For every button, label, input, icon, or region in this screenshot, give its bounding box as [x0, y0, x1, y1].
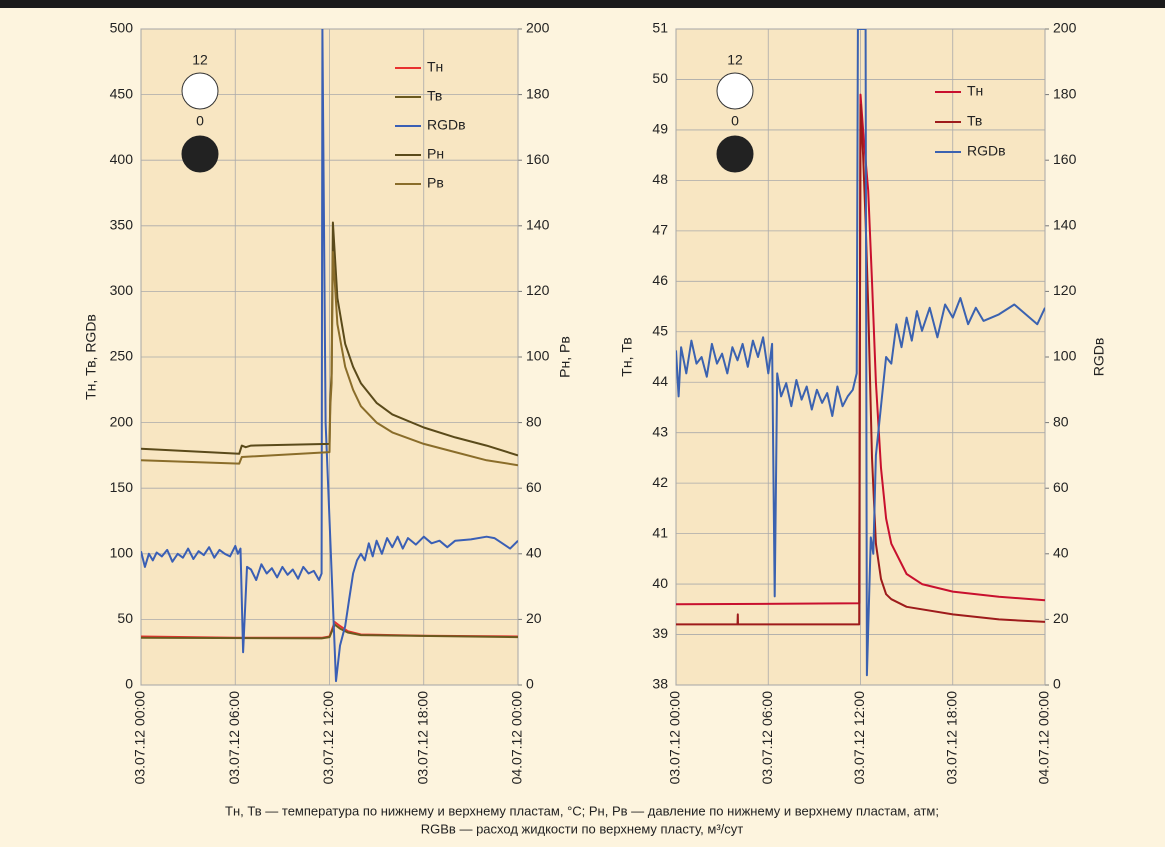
night-marker [181, 135, 219, 173]
y-tick-label: 46 [652, 272, 668, 288]
y2-axis-label: RGDв [1091, 338, 1107, 377]
x-tick-label: 03.07.12 18:00 [414, 691, 430, 785]
series-group [676, 29, 1045, 677]
y-tick-label: 250 [110, 348, 134, 364]
y-tick-label: 100 [110, 545, 134, 561]
legend-label: RGDв [427, 117, 466, 133]
x-tick-label: 03.07.12 12:00 [320, 691, 336, 785]
series-group [141, 29, 518, 683]
legend-label: Тв [427, 88, 442, 104]
y-tick-label: 48 [652, 171, 668, 187]
y2-tick-label: 180 [1053, 85, 1077, 101]
y2-tick-label: 0 [1053, 676, 1061, 692]
legend-label: Тв [967, 113, 982, 129]
legend-label: RGDв [967, 143, 1006, 159]
y2-tick-label: 160 [526, 151, 550, 167]
y2-tick-label: 0 [526, 676, 534, 692]
y-tick-label: 51 [652, 20, 668, 36]
y-tick-label: 49 [652, 121, 668, 137]
series-line [676, 103, 1045, 626]
y-tick-label: 39 [652, 625, 668, 641]
series-line [141, 29, 518, 683]
series-line [141, 623, 518, 640]
y-tick-label: 450 [110, 85, 134, 101]
y2-tick-label: 200 [1053, 20, 1077, 36]
y2-tick-label: 160 [1053, 151, 1077, 167]
y-axis-label: Тн, Тв, RGDв [83, 314, 99, 400]
y2-tick-label: 80 [526, 413, 542, 429]
y-tick-label: 38 [652, 676, 668, 692]
y-axis-label: Тн, Тв [619, 337, 635, 376]
legend-label: Тн [427, 59, 443, 75]
series-line [676, 29, 1045, 677]
legend-label: Рн [427, 146, 444, 162]
y2-tick-label: 140 [1053, 217, 1077, 233]
legend-label: Тн [967, 83, 983, 99]
y-tick-label: 0 [125, 676, 133, 692]
y2-tick-label: 40 [1053, 545, 1069, 561]
y-tick-label: 150 [110, 479, 134, 495]
y2-tick-label: 20 [526, 610, 542, 626]
legend-label: Рв [427, 175, 444, 191]
y2-tick-label: 100 [526, 348, 550, 364]
y-tick-label: 200 [110, 413, 134, 429]
night-marker [716, 135, 754, 173]
y2-tick-label: 140 [526, 217, 550, 233]
y-tick-label: 350 [110, 217, 134, 233]
series-line [141, 221, 518, 457]
x-tick-label: 03.07.12 12:00 [851, 691, 867, 785]
y2-tick-label: 80 [1053, 413, 1069, 429]
x-tick-label: 04.07.12 00:00 [509, 691, 525, 785]
y-tick-label: 50 [652, 70, 668, 86]
day-marker [181, 72, 219, 110]
y2-tick-label: 180 [526, 85, 550, 101]
y2-tick-label: 60 [526, 479, 542, 495]
annotation: 12 [727, 52, 743, 68]
y-tick-label: 41 [652, 524, 668, 540]
y-tick-label: 300 [110, 282, 134, 298]
y-tick-label: 44 [652, 373, 668, 389]
y-tick-label: 43 [652, 423, 668, 439]
y-tick-label: 45 [652, 322, 668, 338]
series-line [141, 251, 518, 467]
y-tick-label: 40 [652, 575, 668, 591]
y2-tick-label: 120 [1053, 282, 1077, 298]
annotation: 0 [731, 113, 739, 129]
y-tick-label: 50 [117, 610, 133, 626]
y-tick-label: 42 [652, 474, 668, 490]
y2-axis-label: Рн, Рв [557, 336, 573, 378]
y2-tick-label: 20 [1053, 610, 1069, 626]
caption: RGBв — расход жидкости по верхнему пласт… [421, 821, 744, 836]
top-bar [0, 0, 1165, 8]
y2-tick-label: 60 [1053, 479, 1069, 495]
y-tick-label: 400 [110, 151, 134, 167]
y2-tick-label: 40 [526, 545, 542, 561]
y2-tick-label: 120 [526, 282, 550, 298]
y-tick-label: 500 [110, 20, 134, 36]
caption: Тн, Тв — температура по нижнему и верхне… [225, 803, 939, 818]
y2-tick-label: 200 [526, 20, 550, 36]
x-tick-label: 04.07.12 00:00 [1036, 691, 1052, 785]
day-marker [716, 72, 754, 110]
x-tick-label: 03.07.12 00:00 [132, 691, 148, 785]
annotation: 0 [196, 113, 204, 129]
annotation: 12 [192, 52, 208, 68]
x-tick-label: 03.07.12 06:00 [759, 691, 775, 785]
y-tick-label: 47 [652, 222, 668, 238]
x-tick-label: 03.07.12 18:00 [943, 691, 959, 785]
y2-tick-label: 100 [1053, 348, 1077, 364]
x-tick-label: 03.07.12 06:00 [226, 691, 242, 785]
x-tick-label: 03.07.12 00:00 [667, 691, 683, 785]
